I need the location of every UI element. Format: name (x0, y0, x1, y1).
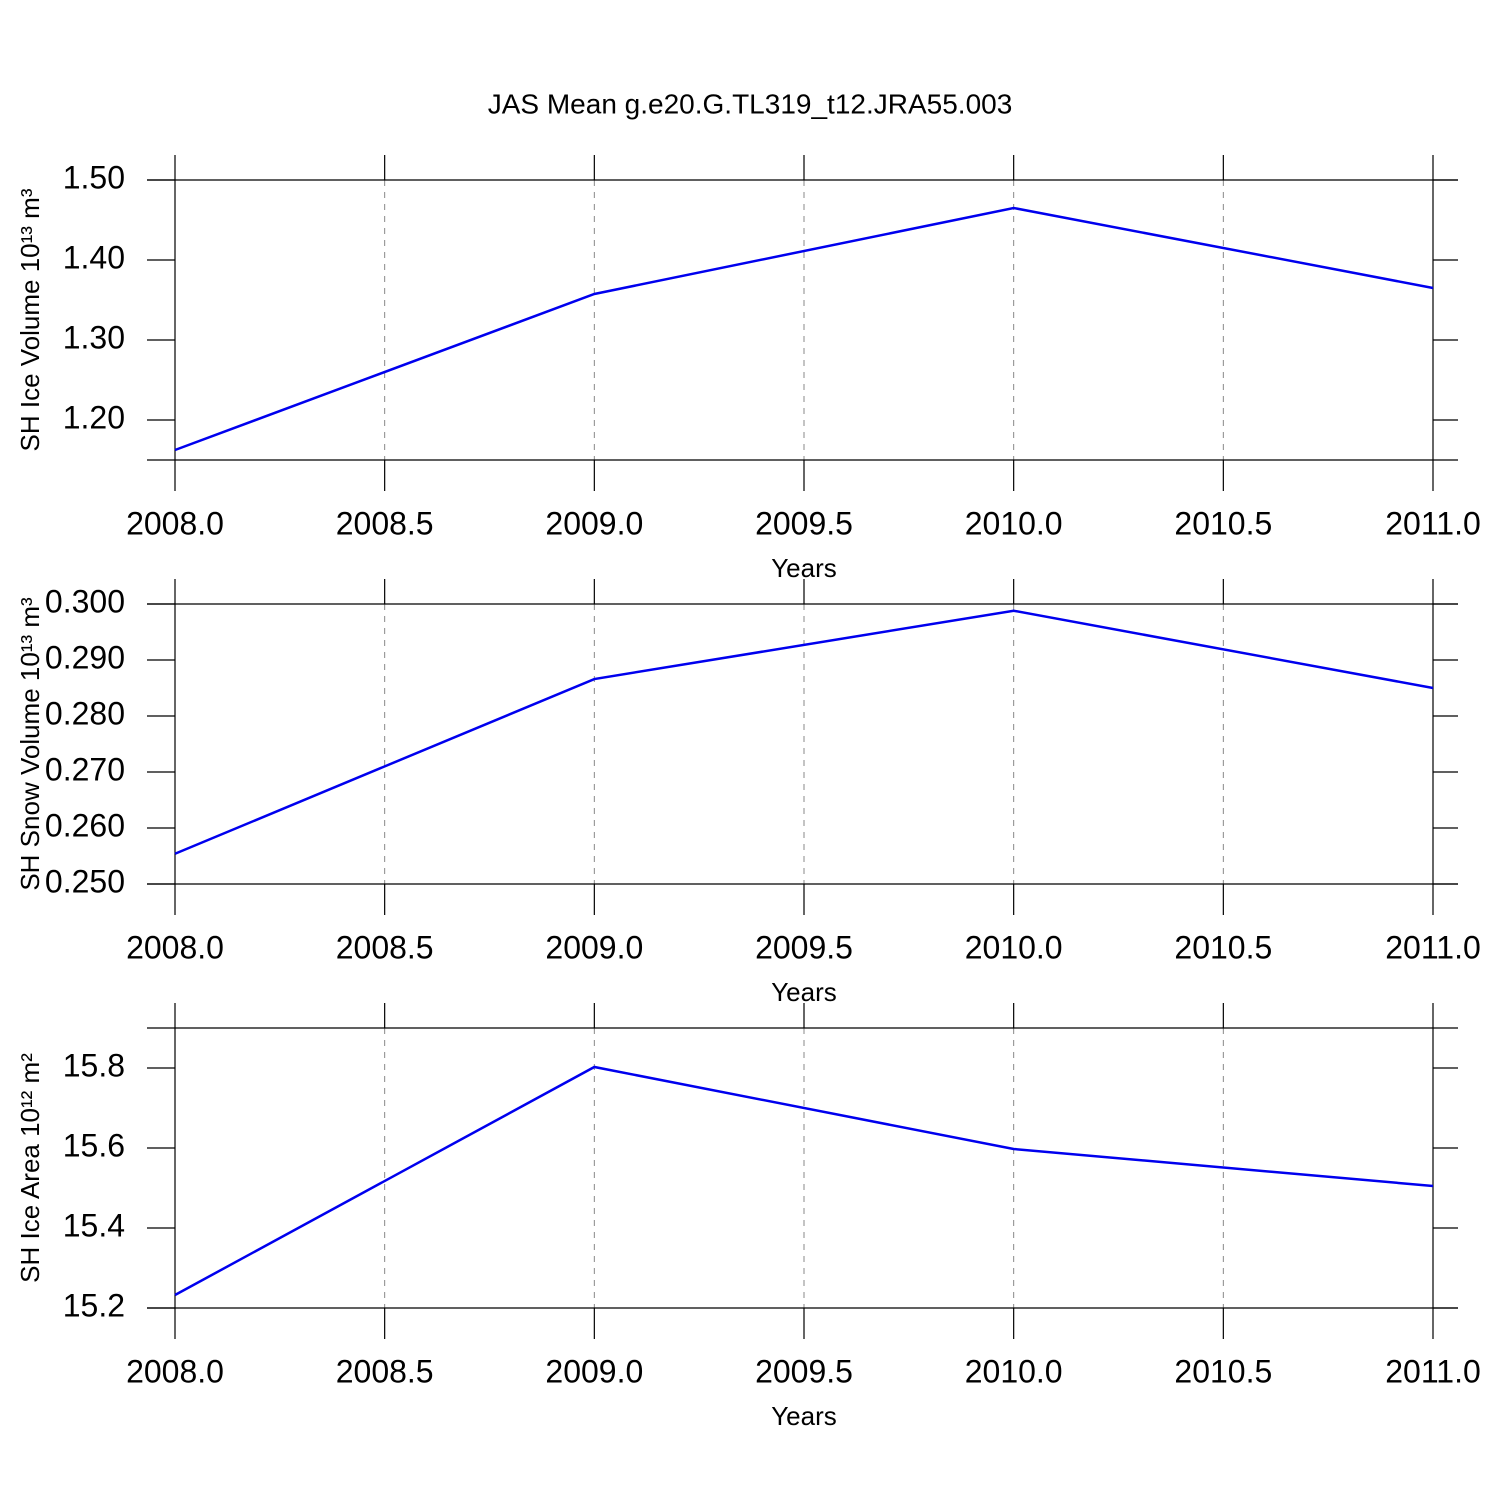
x-tick-label: 2010.0 (965, 505, 1063, 541)
x-tick-label: 2008.5 (336, 1353, 434, 1389)
x-tick-label: 2010.5 (1174, 505, 1272, 541)
y-tick-label: 0.280 (45, 695, 125, 731)
x-tick-label: 2010.0 (965, 929, 1063, 965)
y-tick-label: 1.50 (63, 159, 125, 195)
y-tick-label: 15.2 (63, 1287, 125, 1323)
x-tick-label: 2011.0 (1385, 505, 1481, 541)
y-tick-label: 0.300 (45, 583, 125, 619)
x-tick-label: 2009.0 (545, 1353, 643, 1389)
x-tick-label: 2009.0 (545, 505, 643, 541)
x-axis-label: Years (771, 977, 837, 1007)
y-tick-label: 0.260 (45, 807, 125, 843)
y-tick-label: 15.8 (63, 1047, 125, 1083)
x-tick-label: 2008.5 (336, 505, 434, 541)
y-tick-label: 0.290 (45, 639, 125, 675)
x-tick-label: 2011.0 (1385, 1353, 1481, 1389)
x-tick-label: 2009.5 (755, 505, 853, 541)
y-tick-label: 1.30 (63, 319, 125, 355)
y-tick-label: 0.250 (45, 863, 125, 899)
x-axis-label: Years (771, 1401, 837, 1431)
y-axis-label: SH Ice Area 10¹² m² (15, 1053, 45, 1283)
data-line (174, 1065, 1434, 1297)
y-tick-label: 0.270 (45, 751, 125, 787)
x-tick-label: 2011.0 (1385, 929, 1481, 965)
x-tick-label: 2008.0 (126, 929, 224, 965)
figure-title: JAS Mean g.e20.G.TL319_t12.JRA55.003 (488, 88, 1013, 119)
y-tick-label: 1.40 (63, 239, 125, 275)
data-line (174, 206, 1434, 452)
y-tick-label: 15.6 (63, 1127, 125, 1163)
x-tick-label: 2009.5 (755, 1353, 853, 1389)
y-axis-label: SH Ice Volume 10¹³ m³ (15, 188, 45, 451)
x-tick-label: 2010.0 (965, 1353, 1063, 1389)
x-axis-label: Years (771, 553, 837, 583)
x-tick-label: 2008.0 (126, 505, 224, 541)
y-tick-label: 15.4 (63, 1207, 125, 1243)
data-line (174, 609, 1434, 855)
y-axis-label: SH Snow Volume 10¹³ m³ (15, 597, 45, 891)
y-tick-label: 1.20 (63, 399, 125, 435)
x-tick-label: 2009.0 (545, 929, 643, 965)
x-tick-label: 2008.5 (336, 929, 434, 965)
x-tick-label: 2010.5 (1174, 929, 1272, 965)
x-tick-label: 2009.5 (755, 929, 853, 965)
x-tick-label: 2010.5 (1174, 1353, 1272, 1389)
x-tick-label: 2008.0 (126, 1353, 224, 1389)
